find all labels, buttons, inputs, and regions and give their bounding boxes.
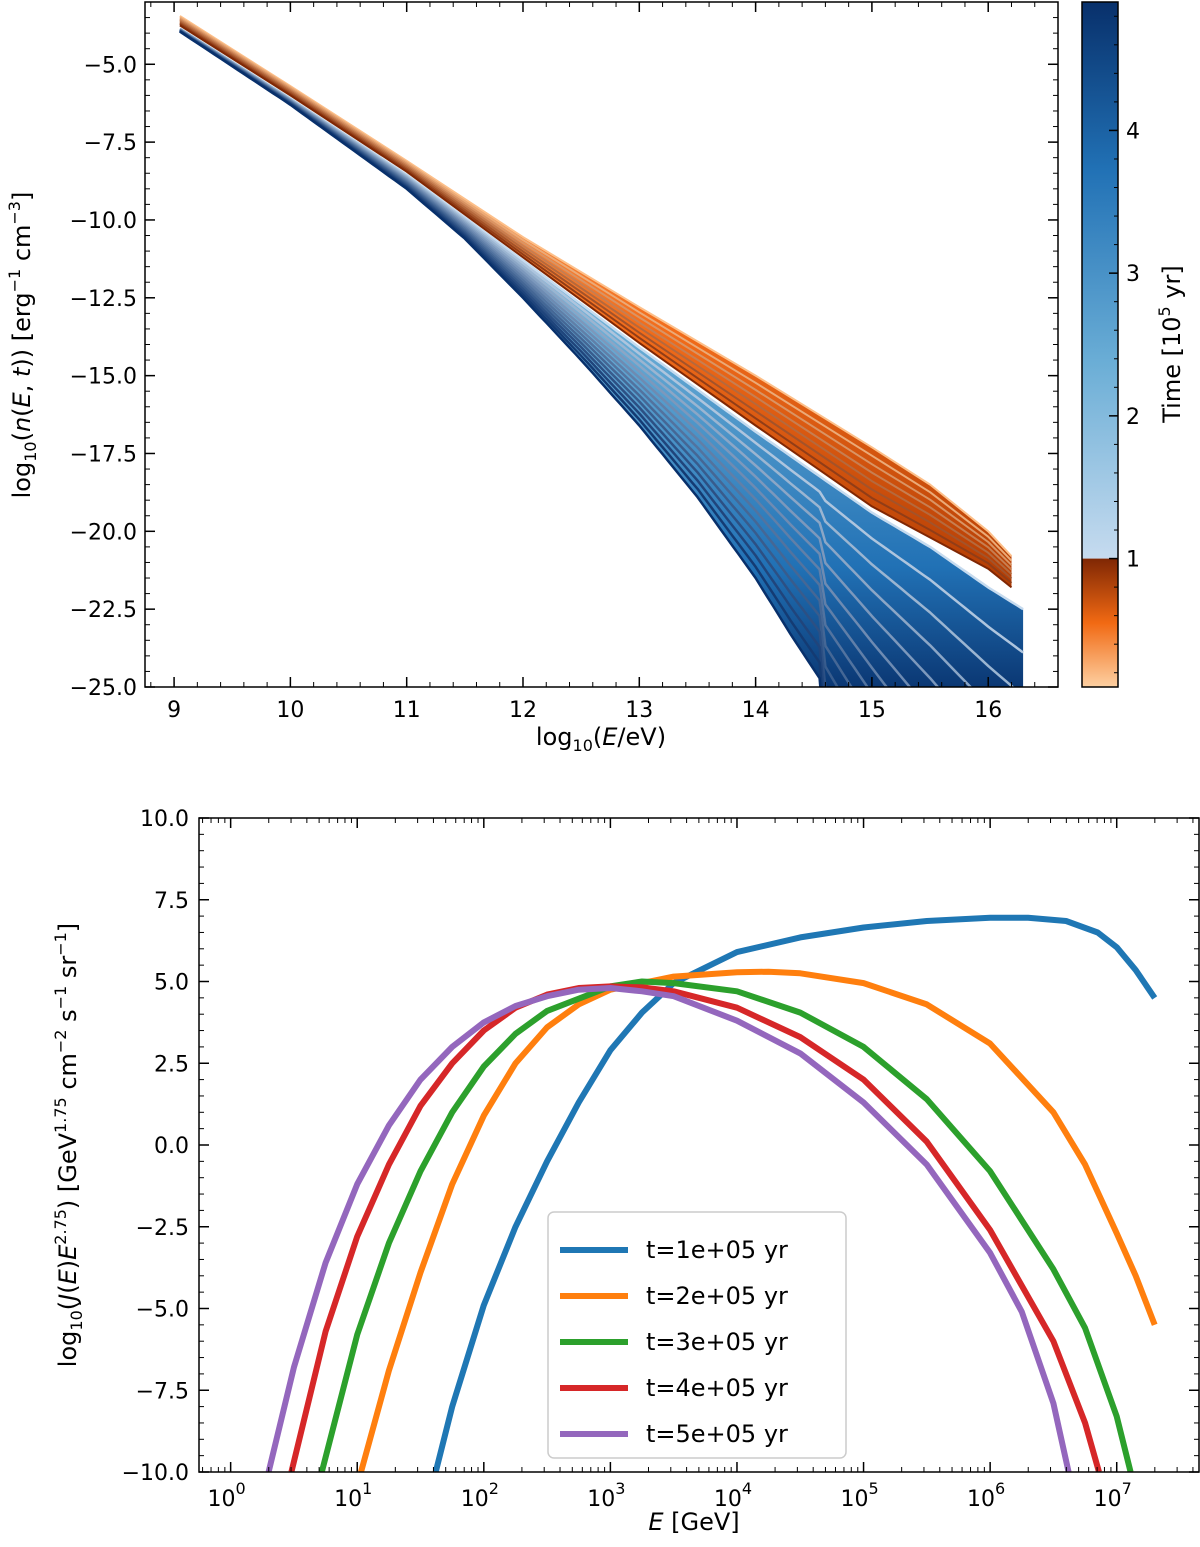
bottom-y-tick-label: 7.5 — [154, 889, 189, 914]
legend-label-1: t=1e+05 yr — [646, 1236, 788, 1264]
bottom-y-tick-label: 5.0 — [154, 971, 189, 996]
colorbar-early-segment — [1082, 558, 1118, 687]
bottom-x-tick-label: 102 — [461, 1479, 499, 1512]
legend: t=1e+05 yr t=2e+05 yr t=3e+05 yr t=4e+05 yr… — [547, 1211, 847, 1459]
colorbar-tick-label: 4 — [1126, 119, 1140, 144]
top-y-axis-label: log10(n(E, t)) [erg−1 cm−3] — [5, 192, 40, 499]
early-time-spectra-lines — [179, 15, 1013, 589]
bottom-x-tick-label: 101 — [334, 1479, 372, 1512]
bottom-x-tick-label: 105 — [840, 1479, 878, 1512]
late-spectrum-line — [179, 30, 822, 687]
top-x-tick-label: 11 — [393, 698, 421, 723]
bottom-x-tick-label: 100 — [208, 1479, 246, 1512]
top-y-tick-label: −22.5 — [70, 598, 137, 623]
top-y-tick-label: −25.0 — [70, 676, 137, 701]
early-spectrum-line — [179, 21, 1013, 580]
colorbar-frame — [1081, 1, 1119, 688]
bottom-y-ticks: 10.0 7.5 5.0 2.5 0.0 −2.5 −5.0 −7.5 −10.0 — [122, 807, 1199, 1486]
bottom-y-tick-label: 2.5 — [154, 1052, 189, 1077]
bottom-x-tick-label: 104 — [714, 1479, 752, 1512]
legend-label-2: t=2e+05 yr — [646, 1282, 788, 1310]
bottom-y-tick-label: −2.5 — [136, 1216, 189, 1241]
top-y-tick-label: −5.0 — [84, 53, 137, 78]
top-x-tick-label: 16 — [974, 698, 1002, 723]
early-spectrum-line — [179, 20, 1013, 575]
colorbar-ticks: 1 2 3 4 — [1109, 15, 1140, 674]
top-y-tick-label: −17.5 — [70, 442, 137, 467]
bottom-x-ticks: 100 101 102 103 104 105 106 107 — [202, 818, 1194, 1512]
top-x-tick-label: 15 — [858, 698, 886, 723]
bottom-y-tick-label: 10.0 — [140, 807, 189, 832]
legend-label-5: t=5e+05 yr — [646, 1420, 788, 1448]
early-spectrum-line — [179, 15, 1013, 557]
bottom-x-tick-label: 107 — [1094, 1479, 1132, 1512]
top-y-tick-label: −20.0 — [70, 520, 137, 545]
legend-items: t=1e+05 yr t=2e+05 yr t=3e+05 yr t=4e+05 yr… — [560, 1236, 788, 1448]
late-time-spectra-band — [179, 28, 1024, 687]
series-line-3 — [318, 978, 1134, 1472]
top-plot-area — [179, 15, 1024, 687]
bottom-y-tick-label: −5.0 — [136, 1298, 189, 1323]
top-y-tick-label: −10.0 — [70, 209, 137, 234]
top-x-tick-label: 14 — [742, 698, 770, 723]
legend-label-4: t=4e+05 yr — [646, 1374, 788, 1402]
bottom-y-tick-label: −10.0 — [122, 1461, 189, 1486]
colorbar: 1 2 3 4 Time [105 yr] — [1081, 1, 1186, 688]
bottom-y-tick-label: −7.5 — [136, 1379, 189, 1404]
top-x-tick-label: 13 — [625, 698, 653, 723]
bottom-x-axis-label: E [GeV] — [648, 1508, 739, 1536]
late-spectrum-line — [179, 28, 912, 687]
legend-label-3: t=3e+05 yr — [646, 1328, 788, 1356]
late-time-spectra-lines — [179, 27, 1024, 687]
series-line-5 — [265, 985, 1072, 1472]
series-line-1 — [432, 914, 1158, 1472]
colorbar-late-segment — [1082, 2, 1118, 559]
bottom-series-lines — [265, 914, 1158, 1472]
bottom-x-tick-label: 103 — [587, 1479, 625, 1512]
top-x-tick-label: 9 — [167, 698, 181, 723]
top-y-tick-label: −12.5 — [70, 287, 137, 312]
top-x-tick-label: 10 — [276, 698, 304, 723]
colorbar-tick-label: 1 — [1126, 548, 1140, 573]
bottom-y-axis-label: log10(J(E)E2.75) [GeV1.75 cm−2 s−1 sr−1] — [51, 923, 86, 1367]
series-line-2 — [358, 968, 1158, 1472]
top-x-tick-label: 12 — [509, 698, 537, 723]
top-x-ticks: 9 10 11 12 13 14 15 16 — [150, 2, 1059, 723]
legend-box — [547, 1211, 847, 1459]
top-panel: 9 10 11 12 13 14 15 16 −5.0−7.5−10.0−12.5−15.0−… — [5, 1, 1186, 755]
colorbar-tick-label: 2 — [1126, 405, 1140, 430]
early-spectrum-line — [179, 19, 1013, 571]
top-y-ticks: −5.0 −7.5 −10.0 −12.5 −15.0 −17.5 −20.0 −22.5 −2… — [70, 1, 1058, 701]
top-x-axis-label: log10(E/eV) — [536, 723, 666, 755]
top-y-tick-label: −15.0 — [70, 365, 137, 390]
colorbar-tick-label: 3 — [1126, 262, 1140, 287]
bottom-y-tick-label: 0.0 — [154, 1134, 189, 1159]
bottom-panel: 100 101 102 103 104 105 106 107 10.0 7.5 5.0 2.5 0.… — [51, 807, 1200, 1536]
top-y-tick-label: −7.5 — [84, 131, 137, 156]
early-spectrum-line — [179, 16, 1013, 562]
colorbar-label: Time [105 yr] — [1155, 265, 1186, 424]
early-spectrum-line — [179, 23, 1013, 584]
early-spectrum-line — [179, 17, 1013, 566]
bottom-x-tick-label: 106 — [967, 1479, 1005, 1512]
early-spectrum-line — [179, 24, 1013, 589]
